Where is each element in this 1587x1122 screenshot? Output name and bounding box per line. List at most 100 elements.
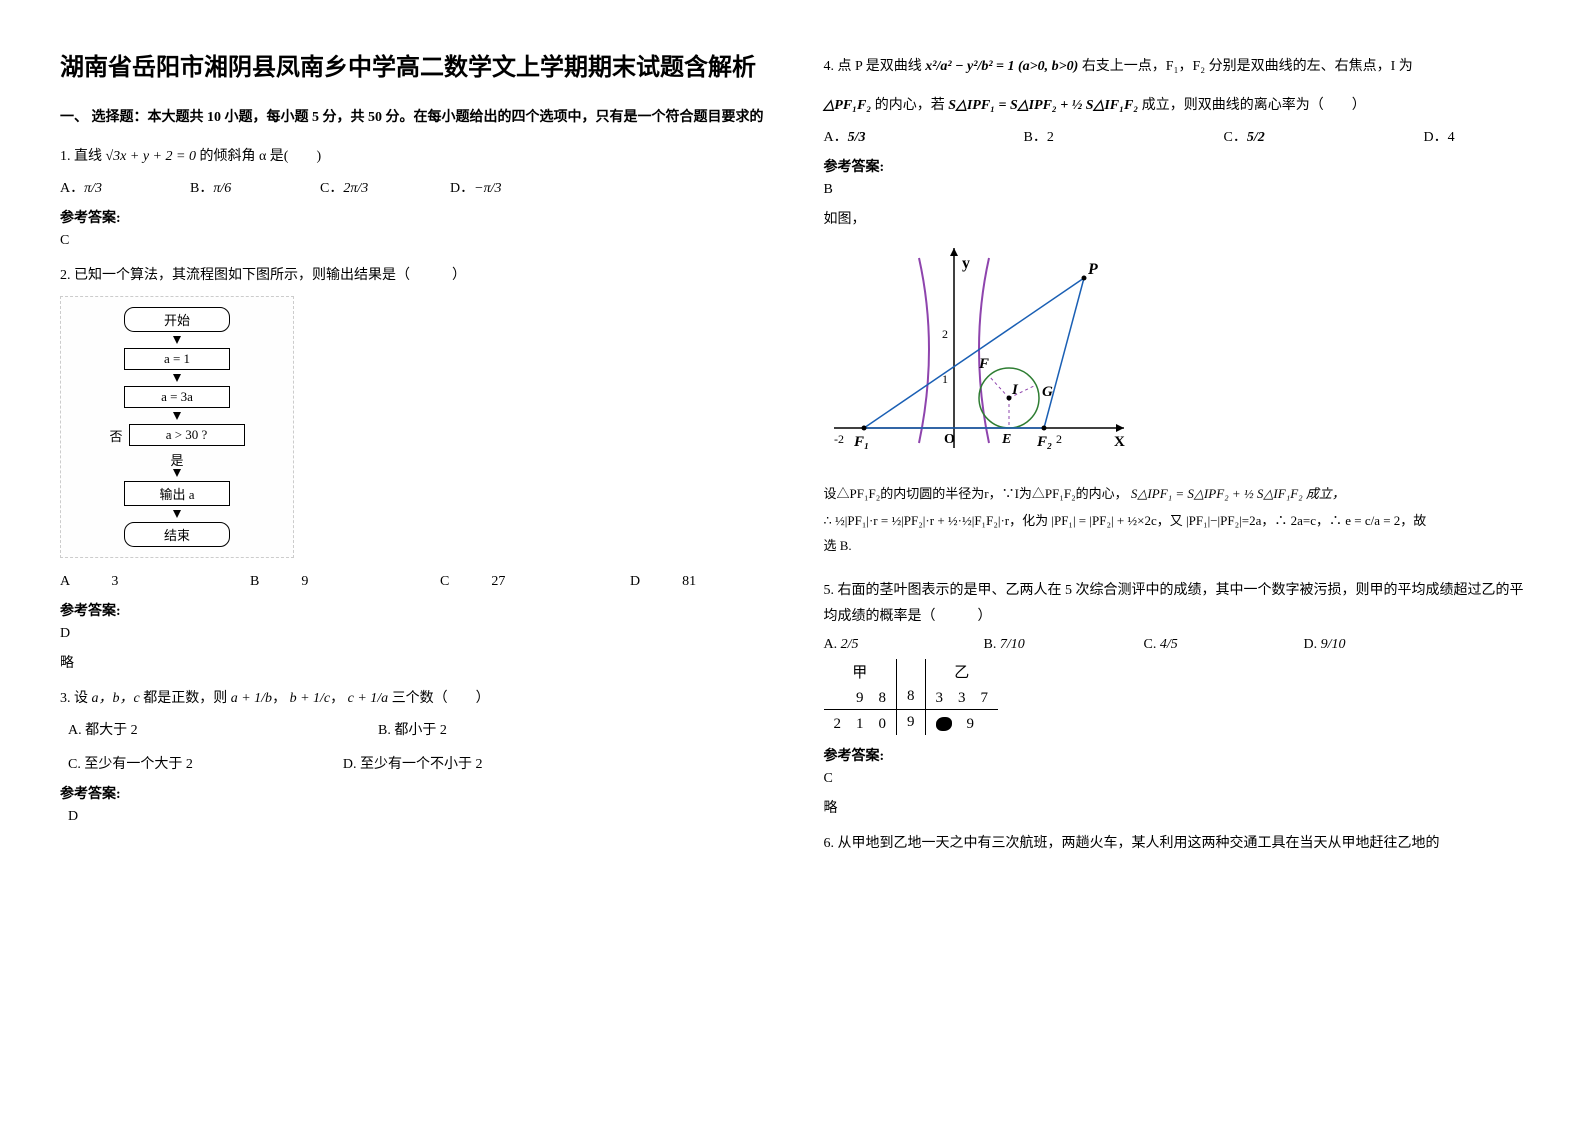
q4-answer-label: 参考答案: [824,156,1528,176]
q1-optD-val: −π/3 [474,181,501,196]
l: D． [1424,130,1448,145]
q2-options: A 3 B 9 C 27 D 81 [60,570,764,590]
flow-yes: 是 [170,450,183,469]
q1-options: A．π/3 B．π/6 C．2π/3 D．−π/3 [60,177,764,197]
q4-eq2: S△IPF₁ = S△IPF₂ + ½ S△IF₁F₂ [948,98,1138,113]
label-F1: F₁ [853,434,869,450]
q4-mid1: 右支上一点，F₁，F₂ 分别是双曲线的左、右焦点，I 为 [1082,59,1413,74]
blot-icon [936,717,952,731]
label-x: X [1114,434,1125,450]
flow-end: 结束 [124,522,230,547]
v: 81 [682,574,696,589]
q4-optB: B．2 [1024,126,1104,146]
flowchart: 开始 a = 1 a = 3a 否 a > 30 ? 是 输出 a 结束 [60,296,764,558]
q5-optA: A. 2/5 [824,637,914,653]
section-heading: 一、 选择题：本大题共 10 小题，每小题 5 分，共 50 分。在每小题给出的… [60,106,764,130]
l: B. [984,637,997,652]
flow-a1: a = 1 [124,348,230,370]
q3-optD: D. 至少有一个不小于 2 [343,753,483,773]
flow-start: 开始 [124,307,230,332]
q2-answer-label: 参考答案: [60,600,764,620]
q1-eq: √3x + y + 2 = 0 [106,149,196,164]
label-F2: F₂ [1036,434,1052,450]
q2-optC: C 27 [440,570,530,590]
sl-r1-s: 8 [897,684,926,710]
q5-answer: C [824,771,1528,787]
flow-a3a: a = 3a [124,386,230,408]
sl-r2-r: 9 [925,709,998,735]
q1-suffix: 的倾斜角 α 是( ) [199,149,321,164]
q4-tri: △PF₁F₂ [824,98,872,113]
l: A. [824,637,838,652]
label-E: E [1001,432,1011,447]
q5-options: A. 2/5 B. 7/10 C. 4/5 D. 9/10 [824,637,1528,653]
hyperbola-graph: P F I G O E F₁ F₂ X y -2 2 1 2 [824,238,1144,468]
v: 2 [1047,130,1054,145]
q4-optC: C．5/2 [1224,126,1304,146]
q4-graph: P F I G O E F₁ F₂ X y -2 2 1 2 [824,238,1528,473]
label-P: P [1087,261,1098,278]
q4-stem: 4. 点 P 是双曲线 x²/a² − y²/b² = 1 (a>0, b>0)… [824,54,1528,79]
v: 9/10 [1321,637,1346,652]
lbl: C [440,574,449,589]
l: C. [1144,637,1157,652]
q6-stem: 6. 从甲地到乙地一天之中有三次航班，两趟火车，某人利用这两种交通工具在当天从甲… [824,831,1528,856]
v: 7/10 [1000,637,1025,652]
flow-cond: a > 30 ? [129,424,245,446]
arrow-icon [173,469,181,477]
l: D. [1304,637,1318,652]
q4-mid2: 的内心，若 [875,98,949,113]
v: 9 [967,716,975,732]
v: 5/2 [1247,130,1265,145]
q1-optA-val: π/3 [84,181,102,196]
q3-pre: 3. 设 [60,691,92,706]
lbl: B [250,574,259,589]
q4-mid3: 成立，则双曲线的离心率为（ ） [1142,98,1366,113]
lbl: D [630,574,640,589]
t: 设△PF₁F₂的内切圆的半径为r，∵I为△PF₁F₂的内心， [824,486,1128,501]
q1-stem: 1. 直线 √3x + y + 2 = 0 的倾斜角 α 是( ) [60,144,764,169]
arrow-icon [173,374,181,382]
label-G: G [1042,384,1053,400]
q5-optC: C. 4/5 [1144,637,1234,653]
q2-answer: D [60,626,764,642]
q1-optA: A．π/3 [60,177,150,197]
q3-optC: C. 至少有一个大于 2 [68,753,193,773]
q4-answer: B [824,182,1528,198]
sl-r1-l: 9 8 [824,684,897,710]
flow-no: 否 [109,426,122,445]
v: 9 [301,574,308,589]
q5-stem: 5. 右面的茎叶图表示的是甲、乙两人在 5 次综合测评中的成绩，其中一个数字被污… [824,578,1528,628]
q3-vars: a，b，c [92,691,140,706]
q1-answer-label: 参考答案: [60,207,764,227]
arrow-icon [173,336,181,344]
sl-head-right: 乙 [925,659,998,684]
q4-expl2: ∴ ½|PF₁|·r = ½|PF₂|·r + ½·½|F₁F₂|·r，化为 |… [824,510,1528,529]
q1-answer: C [60,233,764,249]
q3-stem: 3. 设 a，b，c 都是正数，则 a + 1/b， b + 1/c， c + … [60,686,764,711]
tick-1y: 1 [942,372,948,386]
q1-optD: D．−π/3 [450,177,540,197]
q3-answer-label: 参考答案: [60,783,764,803]
q5-answer-label: 参考答案: [824,745,1528,765]
q4-expl1: 设△PF₁F₂的内切圆的半径为r，∵I为△PF₁F₂的内心， S△IPF₁ = … [824,483,1528,502]
stem-leaf-plot: 甲 乙 9 8 8 3 3 7 2 1 0 9 9 [824,659,999,735]
label-y: y [962,255,970,272]
q3-answer: D [68,809,764,825]
q1-optB-val: π/6 [213,181,231,196]
q1-prefix: 1. 直线 [60,149,102,164]
q2-stem: 2. 已知一个算法，其流程图如下图所示，则输出结果是（ ） [60,263,764,288]
v: 27 [491,574,505,589]
q3-optA: A. 都大于 2 [68,719,158,739]
q4-eq: x²/a² − y²/b² = 1 (a>0, b>0) [925,59,1078,74]
flow-out: 输出 a [124,481,230,506]
q2-optD: D 81 [630,570,720,590]
tick-n2: -2 [834,432,844,446]
l: C． [1224,130,1247,145]
v: 4 [1448,130,1455,145]
q4-aspic: 如图， [824,208,1528,228]
v: 4/5 [1160,637,1178,652]
page-title: 湖南省岳阳市湘阴县凤南乡中学高二数学文上学期期末试题含解析 [60,50,764,86]
label-F: F [978,356,989,372]
l: A． [824,130,848,145]
